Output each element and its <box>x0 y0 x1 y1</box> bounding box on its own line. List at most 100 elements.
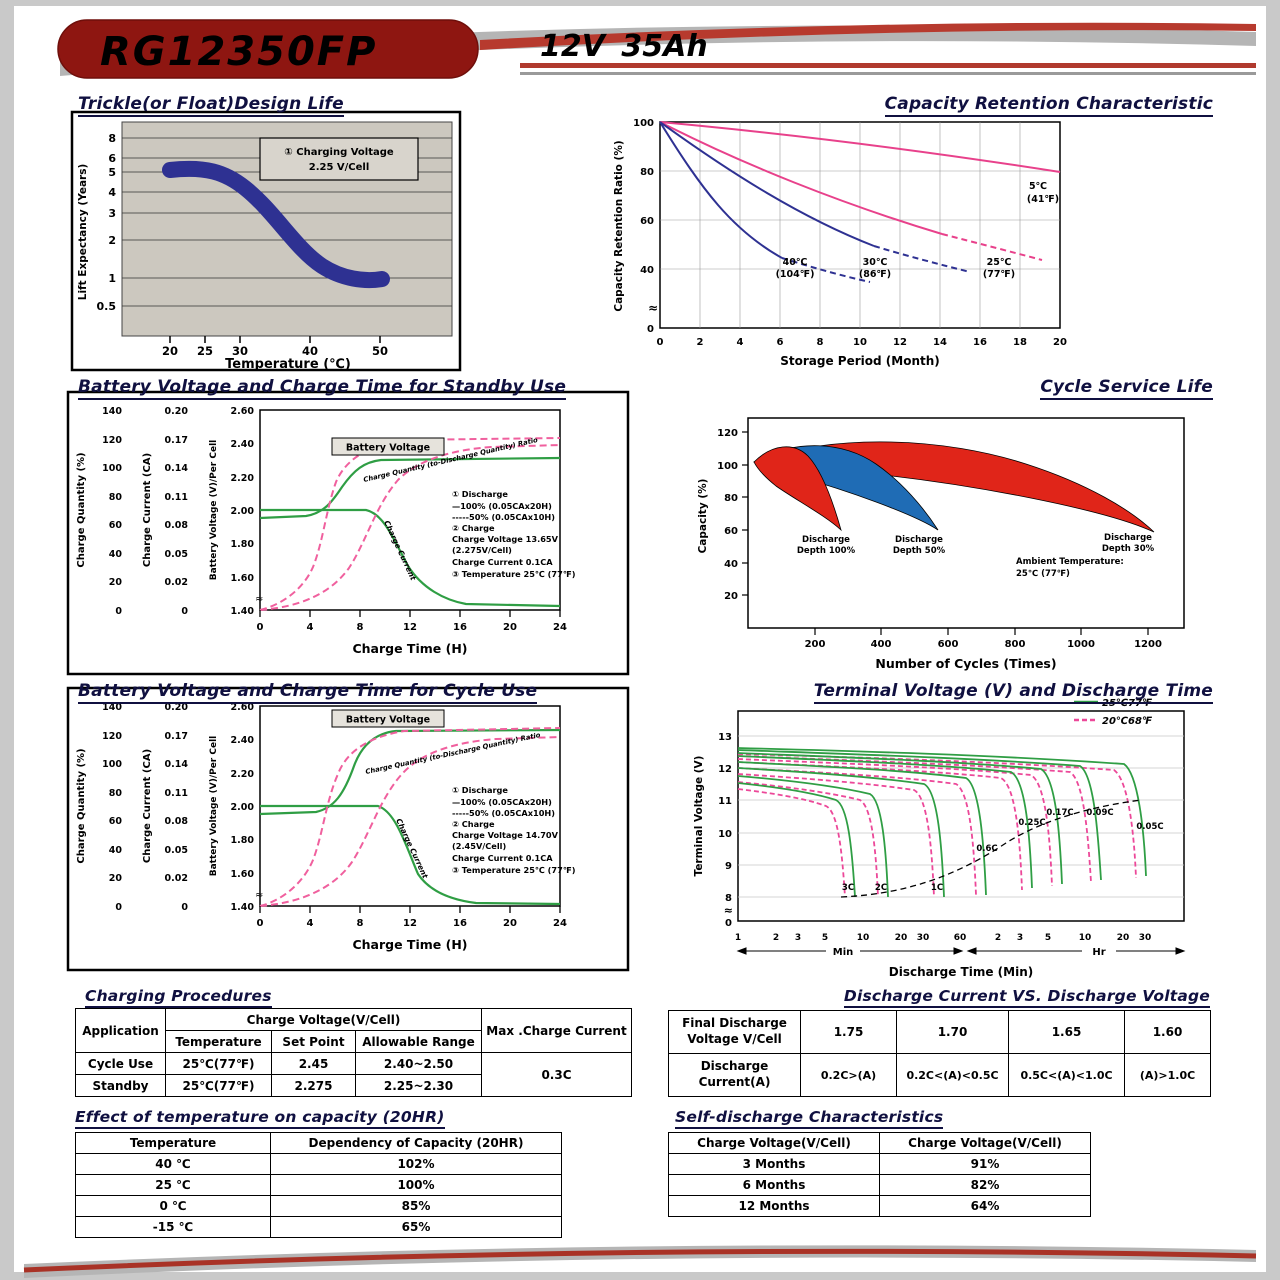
title-trickle: Trickle(or Float)Design Life <box>78 94 344 117</box>
x-tick: 200 <box>805 639 826 650</box>
note-line: ③ Temperature 25℃ (77℉) <box>452 569 576 579</box>
y-tick: 8 <box>108 132 116 145</box>
x-ticks <box>169 336 381 343</box>
x-tick: 1200 <box>1134 639 1162 650</box>
y-tick-labels: 8 6 5 4 3 2 1 0.5 <box>97 132 117 313</box>
y-tick: 120 <box>717 428 738 439</box>
x-tick: 3 <box>1017 933 1023 943</box>
title-retention: Capacity Retention Characteristic <box>884 94 1213 117</box>
x-tick: 2 <box>697 337 704 348</box>
table-row: 12 Months 64% <box>668 1195 1091 1217</box>
bottom-banner <box>23 1245 1257 1278</box>
note-line: ③ Temperature 25℃ (77℉) <box>452 865 576 875</box>
note-box <box>259 137 419 181</box>
y-tick: 60 <box>109 816 123 827</box>
rate-label: 1C <box>931 883 943 893</box>
cell-percent: 64% <box>879 1195 1091 1217</box>
x-tick-labels: 1 2 3 5 10 20 30 60 2 3 5 10 20 30 <box>735 933 1151 943</box>
x-tick: 8 <box>817 337 824 348</box>
h-line: Voltage V/Cell <box>687 1032 782 1046</box>
x-axis-label: Charge Time (H) <box>352 937 467 952</box>
y-tick: 0.11 <box>165 788 188 799</box>
y-tick: 40 <box>640 265 654 276</box>
x-tick: 30 <box>1139 933 1152 943</box>
note-line: ② Charge <box>452 523 495 533</box>
y-tick: 40 <box>109 549 123 560</box>
rate-label: 0.05C <box>1136 822 1163 832</box>
notes: ① Discharge —100% (0.05CAx20H) -----50% … <box>452 489 576 579</box>
y-tick: 0.02 <box>165 577 188 588</box>
table-row: 6 Months 82% <box>668 1174 1091 1196</box>
cell-voltage: 1.75 <box>800 1010 897 1054</box>
table-row: Cycle Use 25℃(77℉) 2.45 2.40~2.50 0.3C <box>75 1052 632 1097</box>
spec-text: 12V 35Ah <box>540 29 708 64</box>
notes: ① Discharge —100% (0.05CAx20H) -----50% … <box>452 785 576 875</box>
y-tick: 20 <box>109 873 123 884</box>
curve-label: (41℉) <box>1027 194 1059 205</box>
design-life-band <box>162 160 390 289</box>
cell-set-point: 2.275 <box>271 1074 356 1097</box>
title-cycle-use: Battery Voltage and Charge Time for Cycl… <box>78 681 538 704</box>
model-text: RG12350FP <box>100 29 377 75</box>
rate-label: 0.17C <box>1046 808 1073 818</box>
axis-break: ≈ <box>255 594 263 605</box>
table-row: 3 Months 91% <box>668 1153 1091 1175</box>
x-tick: 24 <box>553 622 567 633</box>
cell-dependency: 102% <box>270 1153 562 1175</box>
x-tick: 0 <box>257 622 264 633</box>
x-tick: 30 <box>917 933 930 943</box>
y-tick: 2.00 <box>231 506 255 517</box>
legend-pink-label: 20℃68℉ <box>1102 716 1152 727</box>
title-discharge: Discharge Current VS. Discharge Voltage <box>843 987 1210 1008</box>
charging-h-temperature: Temperature <box>165 1030 272 1053</box>
curve-label: (77℉) <box>983 269 1015 280</box>
cell-voltage: 1.70 <box>896 1010 1009 1054</box>
table-row: Charge Voltage(V/Cell) Charge Voltage(V/… <box>668 1132 1091 1154</box>
y-tick: 100 <box>633 118 654 129</box>
self-discharge-table: Charge Voltage(V/Cell) Charge Voltage(V/… <box>668 1132 1091 1217</box>
cell-percent: 82% <box>879 1174 1091 1196</box>
rate-label: 3C <box>842 883 854 893</box>
table-row: 25 ℃ 100% <box>75 1174 562 1196</box>
x-tick: 20 <box>503 918 517 929</box>
y-tick: 140 <box>102 406 122 417</box>
x-tick: 16 <box>453 918 467 929</box>
y-tick: 0 <box>725 918 732 929</box>
y-tick: 0 <box>181 606 188 617</box>
y-tick: 2.60 <box>231 406 255 417</box>
rate-label: 0.09C <box>1086 808 1113 818</box>
cell-set-point: 2.45 <box>271 1052 356 1075</box>
y-tick: 0.20 <box>165 702 189 713</box>
x-tick: 5 <box>1045 933 1051 943</box>
title-self-discharge: Self-discharge Characteristics <box>675 1108 944 1129</box>
y-tick: 0.14 <box>165 463 189 474</box>
y-tick: 100 <box>102 759 122 770</box>
note-line: —100% (0.05CAx20H) <box>452 501 552 511</box>
y-tick: 0.5 <box>97 300 117 313</box>
note-line: ① Charging Voltage <box>284 147 394 158</box>
battery-voltage-label-box <box>331 437 445 456</box>
standby-chart: Charge Quantity (%) Charge Current (CA) … <box>66 390 630 676</box>
y-tick: 5 <box>108 166 116 179</box>
y-tick: 120 <box>102 435 122 446</box>
lobe-label: Discharge <box>1104 533 1152 543</box>
charge-curves <box>259 727 561 907</box>
table-row: Discharge Current(A) 0.2C>(A) 0.2C<(A)<0… <box>668 1053 1211 1097</box>
title-terminal: Terminal Voltage (V) and Discharge Time <box>813 681 1213 704</box>
cell-allowable: 2.25~2.30 <box>355 1074 482 1097</box>
cell-percent: 91% <box>879 1153 1091 1175</box>
y-tick: 0.17 <box>165 435 188 446</box>
y-tick: 2.20 <box>231 473 255 484</box>
note-line: 25℃ (77℉) <box>1016 569 1070 579</box>
note-line: Charge Voltage 13.65V <box>452 534 559 544</box>
y-tick: 1.80 <box>231 539 255 550</box>
charge-current-curve <box>260 804 561 906</box>
battery-voltage-label: Battery Voltage <box>346 443 430 454</box>
trickle-chart: ① Charging Voltage 2.25 V/Cell 8 6 5 4 3… <box>70 110 462 372</box>
cell-allowable: 2.40~2.50 <box>355 1052 482 1075</box>
note-line: Charge Voltage 14.70V <box>452 830 559 840</box>
temp-capacity-table: Temperature Dependency of Capacity (20HR… <box>75 1132 562 1238</box>
discharge-h-final: Final Discharge Voltage V/Cell <box>668 1010 801 1054</box>
x-axis-label: Charge Time (H) <box>352 641 467 656</box>
rate-label: 0.25C <box>1018 818 1045 828</box>
